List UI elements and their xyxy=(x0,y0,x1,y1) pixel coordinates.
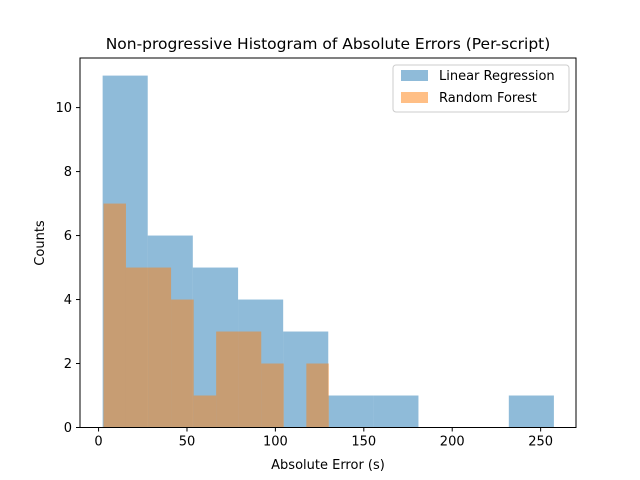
y-tick-label: 0 xyxy=(64,421,72,436)
x-tick-label: 0 xyxy=(94,435,102,450)
histogram-bar-random-forest-1 xyxy=(125,267,149,428)
legend-label-random-forest: Random Forest xyxy=(439,91,537,106)
y-axis-label: Counts xyxy=(33,220,48,266)
chart-title: Non-progressive Histogram of Absolute Er… xyxy=(106,35,551,53)
legend: Linear Regression Random Forest xyxy=(392,64,570,113)
histogram-bar-linear-regression-6 xyxy=(373,395,419,428)
x-tick-label: 200 xyxy=(440,435,465,450)
histogram-bar-random-forest-3 xyxy=(171,299,194,428)
x-axis-ticks: 0 50 100 150 200 250 xyxy=(94,427,553,450)
histogram-bar-random-forest-2 xyxy=(148,267,172,428)
legend-swatch-linear-regression xyxy=(401,70,428,81)
x-tick-label: 150 xyxy=(351,435,376,450)
x-tick-label: 250 xyxy=(528,435,553,450)
y-axis-ticks: 0 2 4 6 8 10 xyxy=(55,101,80,436)
y-tick-label: 10 xyxy=(55,101,72,116)
axes-frame xyxy=(79,57,577,428)
y-tick-label: 4 xyxy=(64,293,72,308)
legend-label-linear-regression: Linear Regression xyxy=(439,69,555,84)
histogram-bar-random-forest-5 xyxy=(216,331,239,428)
histogram-bar-random-forest-0 xyxy=(103,203,126,428)
y-tick-label: 8 xyxy=(64,165,72,180)
legend-swatch-random-forest xyxy=(401,92,428,103)
histogram-bar-random-forest-7 xyxy=(261,363,284,428)
plot-area xyxy=(102,75,554,428)
x-tick-label: 50 xyxy=(179,435,196,450)
histogram-bar-random-forest-9 xyxy=(306,363,329,428)
histogram-bar-linear-regression-9 xyxy=(508,395,554,428)
histogram-bar-linear-regression-5 xyxy=(328,395,374,428)
y-tick-label: 2 xyxy=(64,357,72,372)
histogram-bar-random-forest-6 xyxy=(238,331,262,428)
x-tick-label: 100 xyxy=(263,435,288,450)
histogram-bar-random-forest-4 xyxy=(193,395,217,428)
legend-box xyxy=(392,64,570,113)
x-axis-label: Absolute Error (s) xyxy=(271,458,385,473)
y-tick-label: 6 xyxy=(64,229,72,244)
